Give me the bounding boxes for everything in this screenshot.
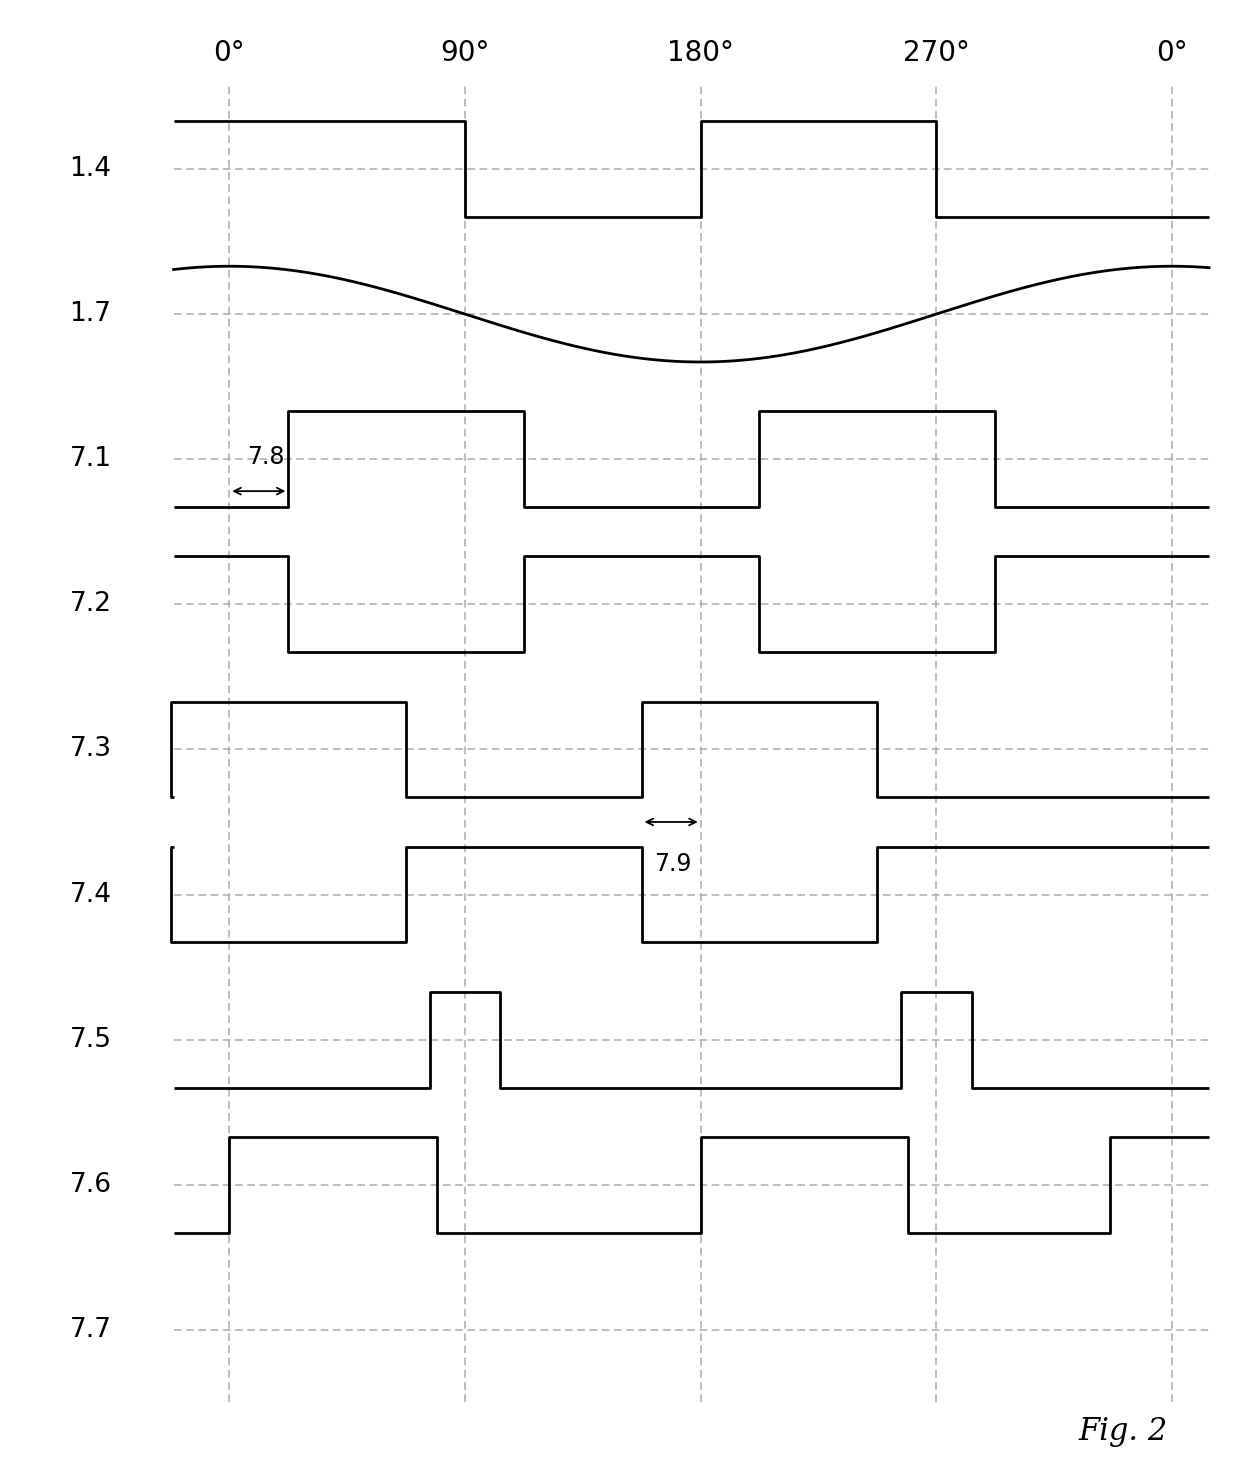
Text: Fig. 2: Fig. 2 [1079,1416,1168,1447]
Text: 7.1: 7.1 [69,447,112,472]
Text: 270°: 270° [903,39,970,67]
Text: 90°: 90° [440,39,490,67]
Text: 7.6: 7.6 [69,1172,112,1198]
Text: 1.4: 1.4 [69,156,112,183]
Text: 0°: 0° [1156,39,1188,67]
Text: 7.4: 7.4 [69,881,112,908]
Text: 7.2: 7.2 [69,591,112,617]
Text: 0°: 0° [213,39,246,67]
Text: 7.9: 7.9 [655,852,692,876]
Text: 7.5: 7.5 [69,1027,112,1052]
Text: 7.3: 7.3 [69,736,112,763]
Text: 7.7: 7.7 [69,1316,112,1343]
Text: 180°: 180° [667,39,734,67]
Text: 7.8: 7.8 [247,445,284,469]
Text: 1.7: 1.7 [69,301,112,326]
